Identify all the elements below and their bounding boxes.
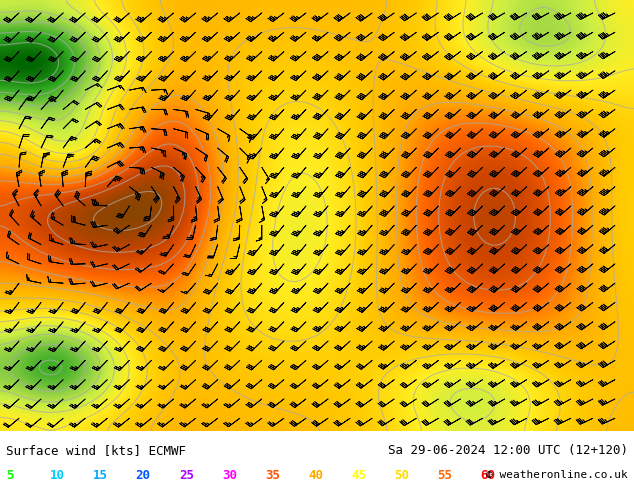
Text: 60: 60 (481, 469, 496, 482)
Text: Surface wind [kts] ECMWF: Surface wind [kts] ECMWF (6, 444, 186, 457)
Text: 45: 45 (351, 469, 366, 482)
Text: 30: 30 (222, 469, 237, 482)
Text: © weatheronline.co.uk: © weatheronline.co.uk (486, 470, 628, 480)
Text: 35: 35 (265, 469, 280, 482)
Text: 10: 10 (49, 469, 65, 482)
Text: 15: 15 (93, 469, 108, 482)
Text: 5: 5 (6, 469, 14, 482)
Text: Sa 29-06-2024 12:00 UTC (12+120): Sa 29-06-2024 12:00 UTC (12+120) (387, 444, 628, 457)
Text: 50: 50 (394, 469, 410, 482)
Text: 25: 25 (179, 469, 194, 482)
Text: 40: 40 (308, 469, 323, 482)
Text: 55: 55 (437, 469, 453, 482)
Text: 20: 20 (136, 469, 151, 482)
